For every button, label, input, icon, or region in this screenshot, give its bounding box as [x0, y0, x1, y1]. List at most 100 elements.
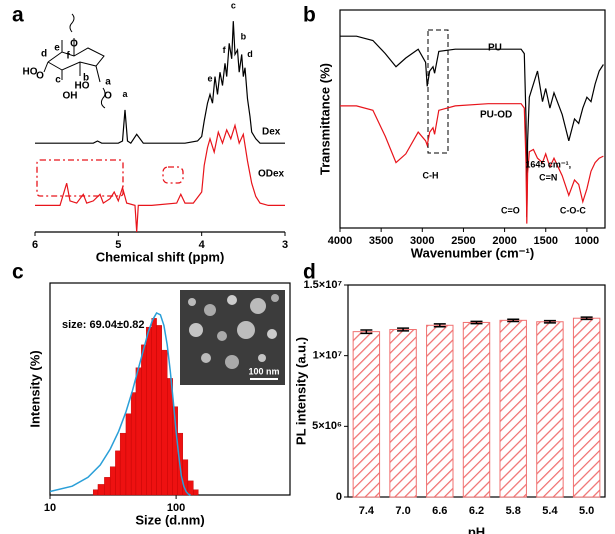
histogram-bar [167, 378, 173, 496]
y-tick-label: 0 [336, 491, 342, 503]
highlight-boxes [36, 159, 184, 197]
histogram-bar [115, 450, 121, 496]
y-tick-label: 5×10⁶ [312, 420, 342, 432]
x-tick-label: 6.2 [469, 505, 484, 517]
annotation: d [247, 49, 253, 59]
panel-label: d [303, 261, 316, 284]
annotation: a [122, 89, 128, 99]
annotation: C-H [423, 170, 439, 180]
error-bar [507, 318, 520, 323]
highlight-box [427, 29, 449, 154]
annotation: e [207, 74, 212, 84]
spectrum-line [35, 123, 285, 233]
y-axis-label: Transmittance (%) [317, 63, 332, 175]
structure-label: d [41, 49, 47, 60]
structure-label: HO [23, 67, 38, 78]
histogram-bar [182, 459, 189, 496]
x-tick-label: 3500 [369, 235, 393, 247]
histogram-bar [141, 344, 147, 496]
x-axis-label: Size (d.nm) [135, 512, 204, 527]
x-tick-label: 7.4 [359, 505, 375, 517]
x-tick-label: 1500 [534, 235, 558, 247]
spectrum-line [340, 35, 604, 218]
x-tick-label: 10 [44, 502, 56, 514]
structure-label: O [104, 91, 112, 102]
bar [499, 319, 527, 498]
structure-label: b [83, 73, 89, 84]
annotation: b [241, 31, 247, 41]
y-axis-label: Intensity (%) [27, 350, 42, 427]
x-tick-label: 100 [167, 502, 185, 514]
histogram-bar [125, 413, 132, 496]
x-axis-label: pH [468, 524, 485, 534]
y-axis-label: PL intensity (a.u.) [293, 337, 308, 445]
x-tick-label: 4000 [328, 235, 352, 247]
annotation: C-O-C [560, 205, 586, 215]
annotation: f [223, 45, 227, 55]
x-tick-label: 5.0 [579, 505, 594, 517]
series-label: PU [488, 43, 502, 54]
x-tick-label: 2500 [451, 235, 475, 247]
bar [426, 324, 454, 498]
inset-image [180, 290, 285, 385]
structure-label: OH [63, 91, 78, 102]
annotation: 1645 cm⁻¹, [525, 160, 571, 170]
histogram-bar [109, 466, 116, 496]
bar [462, 321, 491, 498]
structure-label: e [54, 43, 60, 54]
structure-label: O [36, 71, 44, 82]
annotation: C=N [539, 173, 557, 183]
panel-label: c [12, 261, 24, 284]
error-bar [360, 329, 373, 335]
bar [572, 317, 601, 498]
y-tick-label: 1×10⁷ [313, 350, 343, 362]
histogram-bar [187, 480, 194, 496]
x-tick-label: 2000 [492, 235, 516, 247]
error-bar [433, 323, 446, 328]
x-tick-label: 3000 [410, 235, 434, 247]
structure-label: O [70, 39, 78, 50]
annotation: size: 69.04±0.82 [62, 319, 144, 331]
panel-label: b [303, 4, 316, 27]
error-bar [580, 316, 593, 321]
structure-label: a [105, 77, 111, 88]
x-tick-label: 6.6 [432, 505, 447, 517]
histogram-bar [161, 349, 168, 496]
histogram-bar [97, 484, 105, 496]
plot-frame [339, 9, 606, 229]
y-tick-label: 1.5×10⁷ [304, 279, 343, 291]
histogram-bar [151, 318, 157, 496]
structure-label: HO [75, 81, 90, 92]
series-label: PU-OD [480, 110, 512, 121]
histogram-bar [119, 432, 127, 496]
histogram-bar [156, 325, 162, 496]
x-tick-label: 5.8 [506, 505, 521, 517]
annotation: c [231, 0, 236, 10]
series-label: Dex [262, 127, 281, 138]
series-label: ODex [258, 169, 285, 180]
spectrum-line [35, 21, 285, 145]
histogram-bar [146, 326, 152, 496]
structure [43, 13, 106, 109]
bar [389, 329, 417, 498]
histogram-bar [130, 392, 137, 496]
x-tick-label: 3 [282, 239, 288, 251]
error-bar [470, 320, 483, 325]
histogram-bar [135, 367, 142, 496]
annotation: C=O [501, 205, 520, 215]
fit-curve [49, 312, 191, 496]
x-tick-label: 6 [32, 239, 38, 251]
structure-label: c [55, 75, 61, 86]
histogram-bar [104, 477, 111, 496]
inset-scale-label: 100 nm [248, 366, 279, 376]
bar [352, 331, 381, 498]
x-tick-label: 1000 [575, 235, 599, 247]
x-tick-label: 5.4 [542, 505, 558, 517]
x-axis-label: Chemical shift (ppm) [96, 249, 225, 264]
histogram-bar [92, 489, 99, 496]
error-bar [543, 319, 556, 324]
spectrum-line [340, 103, 604, 224]
bar [536, 321, 564, 498]
x-axis-label: Wavenumber (cm⁻¹) [411, 245, 534, 260]
